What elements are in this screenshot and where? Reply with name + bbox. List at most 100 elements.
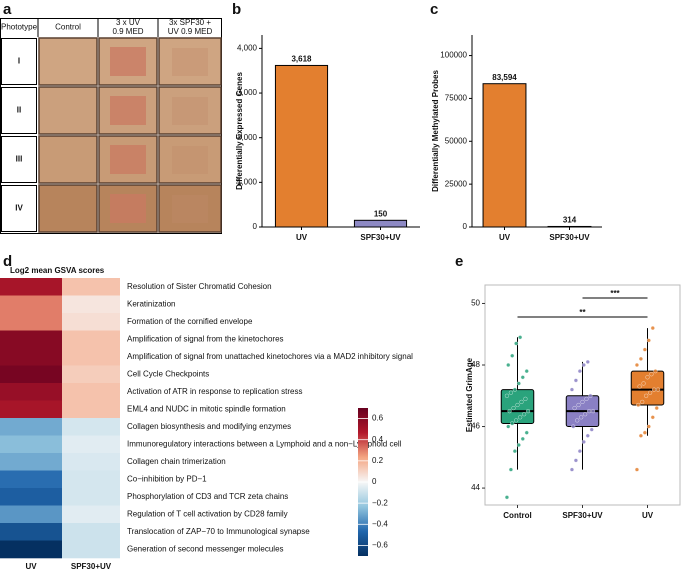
heatmap-cell xyxy=(0,470,62,489)
point xyxy=(638,433,643,438)
uv-spot xyxy=(110,96,146,125)
heatmap-title: Log2 mean GSVA scores xyxy=(10,266,105,275)
point xyxy=(504,393,510,398)
heatmap-cell xyxy=(62,295,120,314)
skin-photo xyxy=(158,37,222,86)
point xyxy=(514,418,519,423)
colorbar-tick-label: 0.4 xyxy=(372,435,384,444)
heatmap-cell xyxy=(62,453,120,471)
point xyxy=(507,409,512,414)
skin-photo xyxy=(158,86,222,135)
heatmap-cell xyxy=(62,400,120,419)
point xyxy=(510,353,515,358)
y-tick-label: 25000 xyxy=(445,179,468,188)
bar xyxy=(353,219,408,228)
point xyxy=(504,495,510,500)
row-label-box xyxy=(1,87,37,134)
point xyxy=(572,405,577,411)
row-label: III xyxy=(16,155,23,164)
heatmap-cell xyxy=(0,295,62,314)
y-tick-label: 75000 xyxy=(445,94,468,103)
y-tick-label: 1,000 xyxy=(237,177,258,186)
heatmap-cell xyxy=(62,523,120,541)
colorbar-tick-label: 0 xyxy=(372,477,377,486)
point xyxy=(518,335,523,340)
row-label: I xyxy=(18,57,20,66)
x-tick-label: SPF30+UV xyxy=(549,233,590,242)
column-header: 0.9 MED xyxy=(112,27,143,36)
row-label: II xyxy=(17,106,21,115)
point xyxy=(510,421,515,426)
point xyxy=(512,449,517,454)
heatmap-cell xyxy=(0,418,62,436)
y-tick-label: 50 xyxy=(471,299,480,308)
skin-photo xyxy=(38,135,98,184)
point xyxy=(634,362,640,368)
row-label: Resolution of Sister Chromatid Cohesion xyxy=(127,282,272,291)
row-label: Formation of the cornified envelope xyxy=(127,317,253,326)
point xyxy=(516,442,521,448)
column-header: Phototype xyxy=(1,23,38,32)
heatmap-cell xyxy=(62,435,120,454)
point xyxy=(584,396,589,401)
value-label: 83,594 xyxy=(492,73,517,82)
skin-photo xyxy=(158,184,222,233)
row-label: Amplification of signal from the kinetoc… xyxy=(127,334,284,343)
row-label: Co−inhibition by PD−1 xyxy=(127,474,207,483)
point xyxy=(581,362,586,368)
y-tick-label: 0 xyxy=(463,222,468,231)
heatmap-cell xyxy=(0,453,62,471)
uv-spot xyxy=(110,47,146,76)
row-label: Regulation of T cell activation by CD28 … xyxy=(127,509,288,518)
point xyxy=(569,387,575,392)
heatmap-cell xyxy=(62,383,120,401)
point xyxy=(506,424,511,429)
point xyxy=(587,409,592,414)
y-tick-label: 4,000 xyxy=(237,44,258,53)
point xyxy=(579,415,584,420)
x-tick-label: SPF30+UV xyxy=(360,233,401,242)
y-tick-label: 2,000 xyxy=(237,133,258,142)
point xyxy=(519,399,524,405)
column-label: SPF30+UV xyxy=(71,562,112,570)
heatmap-cell xyxy=(0,365,62,384)
row-label: Amplification of signal from unattached … xyxy=(127,352,413,361)
panel-letter: c xyxy=(430,1,438,18)
heatmap-cell xyxy=(0,383,62,401)
uv-spot xyxy=(110,145,146,174)
point xyxy=(580,399,585,405)
heatmap-cell xyxy=(62,330,120,349)
point xyxy=(650,325,655,331)
x-tick-label: SPF30+UV xyxy=(562,511,603,520)
point xyxy=(583,412,588,417)
colorbar-tick-label: 0.6 xyxy=(372,414,384,423)
heatmap-cell xyxy=(62,505,120,524)
skin-photo xyxy=(38,184,98,233)
heatmap-cell xyxy=(62,540,120,559)
point xyxy=(634,467,640,472)
heatmap-cell xyxy=(62,313,120,331)
point xyxy=(589,427,594,432)
point xyxy=(573,458,578,463)
x-tick-label: Control xyxy=(503,511,531,520)
point xyxy=(576,402,581,408)
point xyxy=(524,430,529,435)
point xyxy=(569,467,575,472)
uv-spot xyxy=(110,194,146,223)
point xyxy=(588,393,593,398)
point xyxy=(520,436,525,441)
row-label: IV xyxy=(15,204,23,213)
bar xyxy=(274,64,329,228)
colorbar-tick-label: −0.4 xyxy=(372,519,388,528)
point xyxy=(653,369,658,374)
panel-letter: a xyxy=(3,1,12,18)
x-tick-label: UV xyxy=(296,233,308,242)
heatmap-cell xyxy=(62,365,120,384)
point xyxy=(585,359,590,365)
point xyxy=(655,387,661,392)
heatmap-cell xyxy=(0,400,62,419)
significance-label: ** xyxy=(579,308,586,317)
point xyxy=(525,409,531,414)
point xyxy=(522,412,527,417)
bar xyxy=(482,83,527,228)
